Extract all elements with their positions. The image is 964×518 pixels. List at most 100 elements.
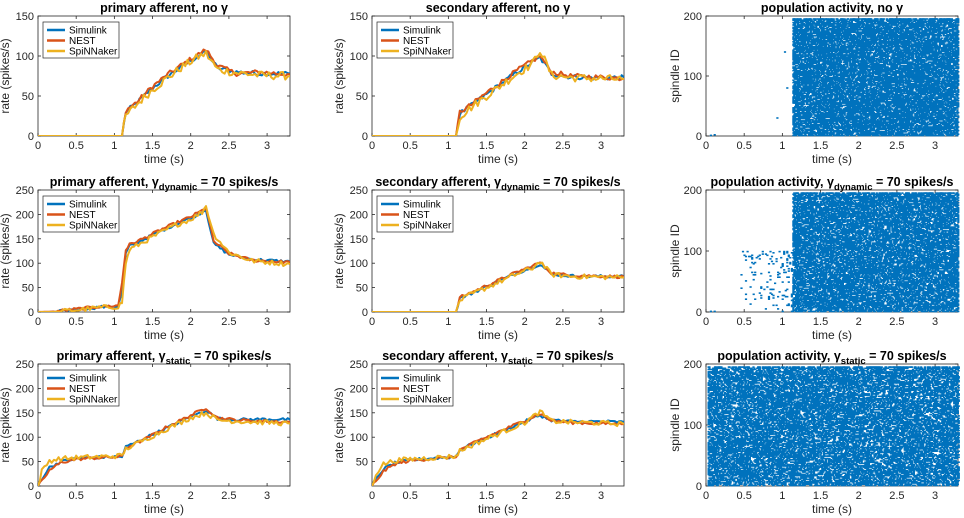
spike bbox=[805, 109, 808, 111]
spike bbox=[912, 123, 915, 126]
legend-label-nest: NEST bbox=[403, 36, 430, 47]
spike bbox=[847, 122, 850, 125]
spike bbox=[957, 121, 960, 123]
spike bbox=[801, 104, 804, 107]
spike bbox=[919, 115, 922, 117]
spike bbox=[840, 114, 844, 116]
spike bbox=[843, 111, 846, 114]
spike bbox=[930, 132, 933, 134]
spike bbox=[828, 104, 832, 107]
spike bbox=[934, 108, 937, 110]
spike bbox=[912, 111, 915, 114]
spike bbox=[835, 111, 838, 114]
spike bbox=[828, 120, 831, 122]
spike bbox=[917, 131, 920, 133]
spike bbox=[843, 119, 846, 121]
spike bbox=[891, 128, 894, 131]
title-subscript: static bbox=[166, 356, 191, 367]
spike bbox=[831, 117, 834, 120]
spike bbox=[856, 123, 859, 126]
spike bbox=[813, 131, 816, 133]
spike bbox=[957, 111, 960, 114]
spike bbox=[947, 119, 950, 121]
spike bbox=[795, 125, 798, 127]
spike bbox=[896, 129, 899, 132]
spike bbox=[863, 110, 866, 113]
spike bbox=[879, 119, 882, 121]
spike bbox=[932, 126, 935, 128]
spike bbox=[812, 113, 815, 115]
spike bbox=[937, 119, 940, 121]
spike bbox=[816, 125, 819, 127]
spike bbox=[840, 117, 844, 120]
title-main: primary afferent, no γ bbox=[100, 1, 228, 15]
spike bbox=[855, 119, 858, 121]
spike bbox=[871, 122, 874, 125]
spike bbox=[864, 131, 867, 133]
spike bbox=[867, 115, 870, 117]
spike bbox=[835, 113, 838, 115]
spike bbox=[872, 126, 876, 128]
spike bbox=[903, 113, 906, 115]
spike bbox=[884, 110, 887, 113]
spike bbox=[940, 110, 943, 113]
spike bbox=[888, 122, 891, 125]
spike bbox=[841, 127, 844, 129]
spike bbox=[846, 108, 849, 110]
spike bbox=[834, 115, 837, 117]
spike bbox=[889, 123, 892, 126]
spike bbox=[930, 126, 933, 128]
spike bbox=[934, 133, 937, 135]
spike bbox=[938, 123, 942, 126]
spike bbox=[884, 129, 887, 132]
spike bbox=[839, 129, 843, 132]
x-tick-label: 2.5 bbox=[555, 316, 570, 328]
spike bbox=[854, 122, 857, 125]
spike bbox=[864, 117, 867, 120]
spike bbox=[837, 115, 840, 117]
spike bbox=[847, 131, 850, 133]
spike bbox=[934, 109, 937, 111]
spike bbox=[810, 114, 813, 116]
spike bbox=[838, 107, 841, 109]
spike bbox=[815, 109, 818, 111]
spike bbox=[956, 131, 959, 133]
spike bbox=[807, 109, 810, 111]
x-tick-label: 3 bbox=[264, 140, 270, 152]
spike bbox=[896, 113, 899, 115]
spike bbox=[802, 116, 805, 119]
legend-label-spinnaker: SpiNNaker bbox=[403, 47, 452, 58]
spike bbox=[852, 131, 855, 133]
spike bbox=[839, 108, 843, 110]
spike bbox=[890, 121, 893, 123]
legend-label-simulink: Simulink bbox=[69, 26, 108, 37]
spike bbox=[838, 129, 841, 132]
spike bbox=[818, 114, 822, 116]
spike bbox=[861, 123, 864, 126]
spike bbox=[898, 132, 901, 134]
spike bbox=[833, 109, 836, 111]
spike bbox=[792, 129, 795, 132]
spike bbox=[956, 134, 959, 137]
spike bbox=[945, 128, 948, 131]
spike bbox=[900, 116, 903, 119]
spike bbox=[941, 114, 944, 116]
spike bbox=[903, 122, 906, 125]
spike bbox=[937, 108, 940, 110]
spike bbox=[926, 113, 929, 115]
spike bbox=[878, 123, 881, 126]
spike bbox=[935, 105, 938, 108]
spike bbox=[857, 107, 860, 109]
spike bbox=[860, 125, 863, 127]
spike bbox=[796, 104, 800, 107]
title-rest: = 70 spikes/s bbox=[190, 349, 271, 363]
y-tick-label: 100 bbox=[350, 51, 368, 63]
spike bbox=[825, 108, 828, 110]
spike bbox=[916, 120, 919, 122]
spike bbox=[817, 127, 821, 129]
spike bbox=[855, 121, 858, 123]
